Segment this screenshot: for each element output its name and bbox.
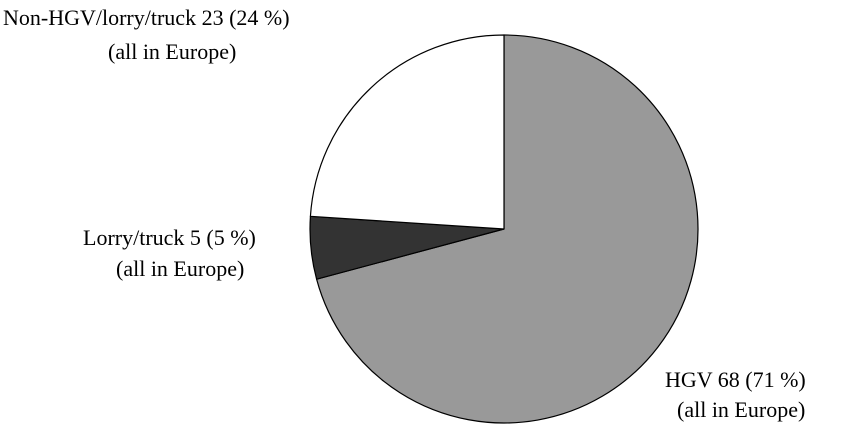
- slice-label-lorry-truck: Lorry/truck 5 (5 %): [83, 225, 256, 250]
- slice-label-hgv: HGV 68 (71 %): [665, 367, 806, 392]
- slice-sublabel-lorry-truck: (all in Europe): [116, 256, 244, 281]
- label-non-hgv: Non-HGV/lorry/truck 23 (24 %) (all in Eu…: [3, 5, 290, 64]
- slice-sublabel-non-hgv: (all in Europe): [108, 39, 236, 64]
- pie-slices: [309, 34, 699, 424]
- label-hgv: HGV 68 (71 %) (all in Europe): [665, 367, 806, 422]
- slice-label-non-hgv: Non-HGV/lorry/truck 23 (24 %): [3, 5, 290, 30]
- slice-sublabel-hgv: (all in Europe): [677, 397, 805, 422]
- pie-slice-hgv: [316, 34, 699, 424]
- pie-slice-non-hgv: [309, 34, 505, 230]
- label-lorry-truck: Lorry/truck 5 (5 %) (all in Europe): [83, 225, 256, 281]
